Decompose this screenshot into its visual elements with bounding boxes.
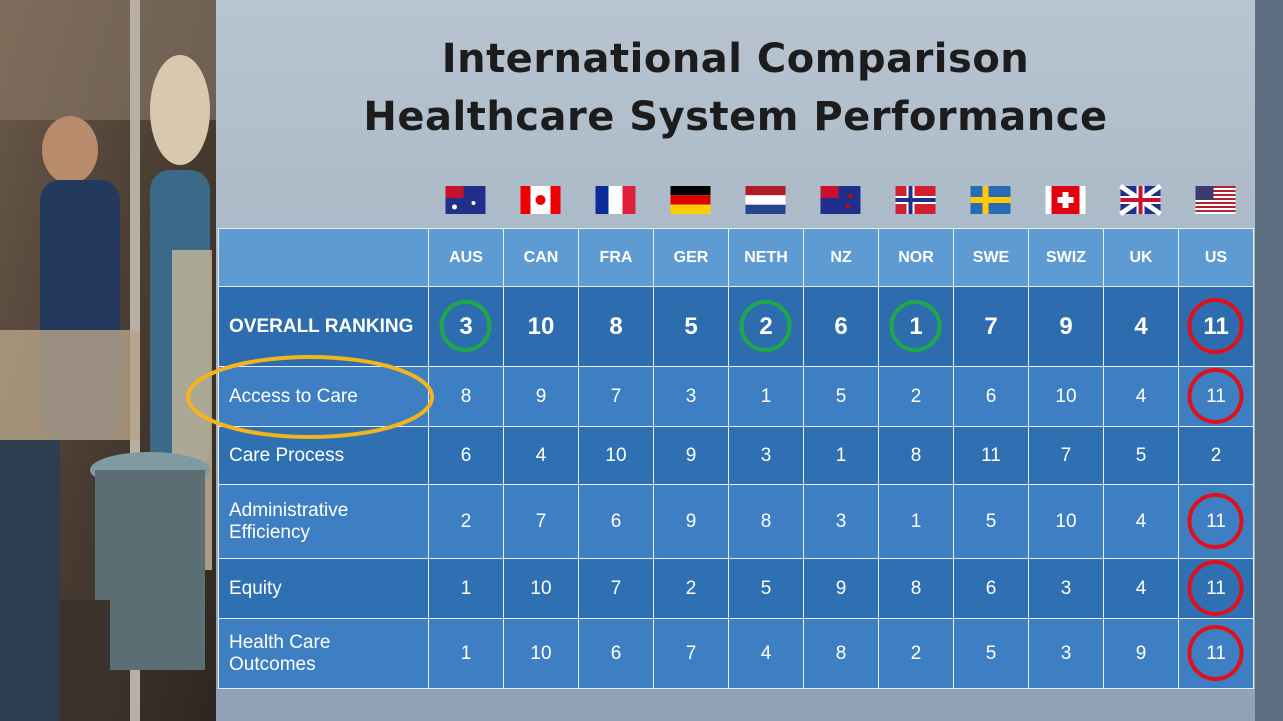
- page: International Comparison Healthcare Syst…: [0, 0, 1283, 721]
- highlight-circle: [442, 302, 490, 350]
- highlight-ellipse: [188, 357, 432, 437]
- highlight-circle: [1190, 300, 1242, 352]
- highlight-circle: [892, 302, 940, 350]
- highlight-circle: [1190, 562, 1242, 614]
- highlight-circle: [1190, 370, 1242, 422]
- highlight-circle: [742, 302, 790, 350]
- highlight-circle: [1190, 627, 1242, 679]
- annotations: [0, 0, 1283, 721]
- highlight-circle: [1190, 495, 1242, 547]
- slide: International Comparison Healthcare Syst…: [0, 0, 1283, 721]
